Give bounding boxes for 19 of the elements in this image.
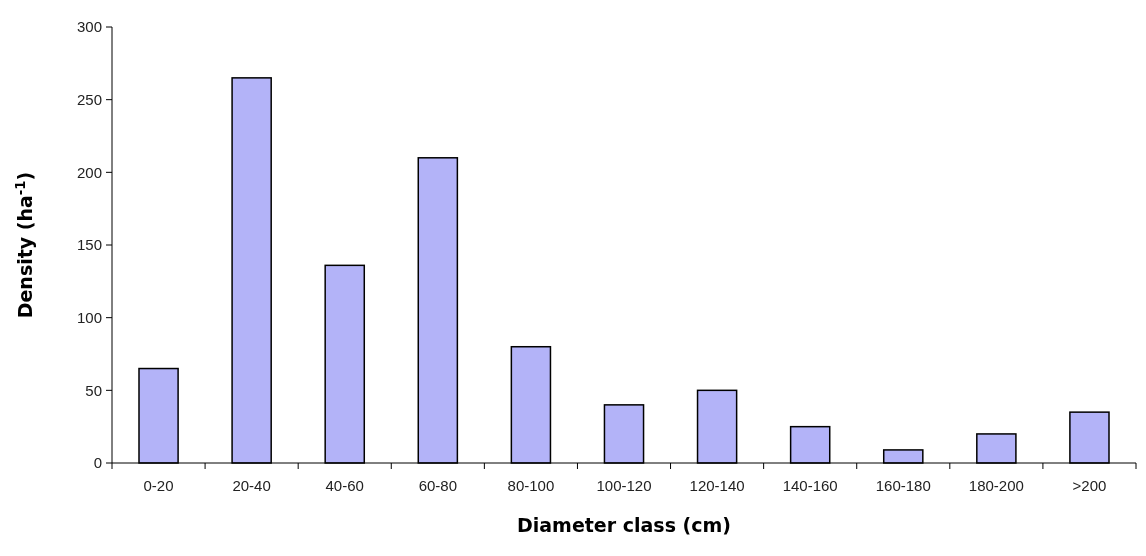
x-tick-label: 40-60 — [325, 477, 364, 494]
x-tick-label: 140-160 — [782, 477, 838, 494]
y-tick-label: 0 — [93, 454, 102, 472]
x-tick-label: 80-100 — [507, 477, 555, 494]
x-tick-label: 120-140 — [689, 477, 745, 494]
y-tick-label: 250 — [76, 90, 102, 108]
x-tick-label: 60-80 — [418, 477, 458, 494]
y-tick-label: 50 — [85, 381, 102, 399]
y-tick-label: 150 — [76, 236, 102, 254]
y-tick-label: 300 — [76, 18, 102, 36]
x-tick-label: 20-40 — [232, 477, 271, 494]
x-tick-label: 100-120 — [596, 477, 652, 494]
y-tick-label: 200 — [76, 163, 102, 181]
x-tick-label: 180-200 — [968, 477, 1024, 494]
y-tick-label: 100 — [76, 308, 102, 326]
x-tick-label: 0-20 — [143, 477, 174, 494]
x-tick-label: 160-180 — [875, 477, 931, 494]
x-tick-label: >200 — [1072, 477, 1107, 494]
x-axis-title: Diameter class (cm) — [516, 514, 732, 536]
